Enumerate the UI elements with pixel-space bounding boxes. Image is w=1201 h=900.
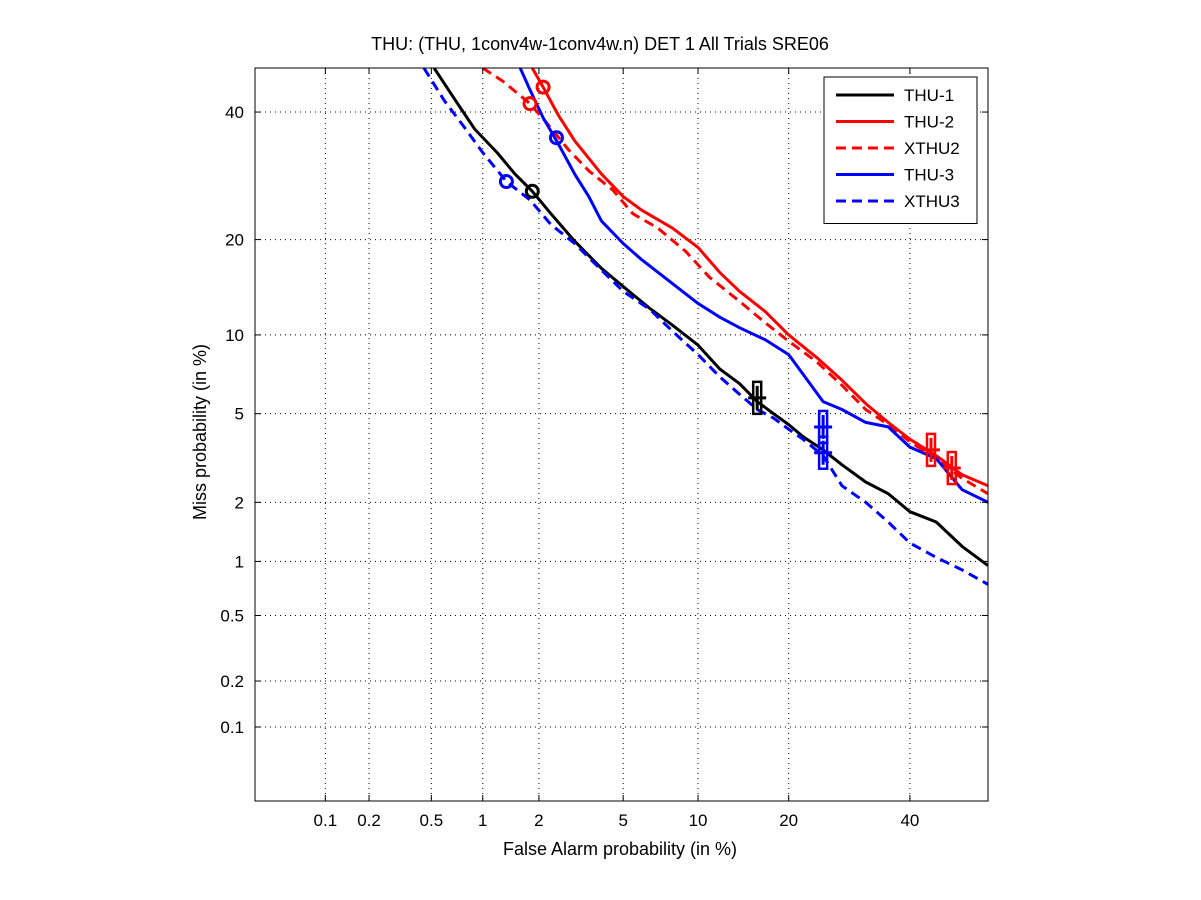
x-tick-label: 10 [689,811,708,830]
legend-label-thu-3: THU-3 [904,166,954,185]
y-tick-label: 2 [235,493,244,512]
y-tick-label: 10 [225,326,244,345]
legend-box [823,76,978,224]
x-axis-label: False Alarm probability (in %) [503,839,737,859]
legend-label-xthu2: XTHU2 [904,139,960,158]
legend-label-xthu3: XTHU3 [904,192,960,211]
legend: THU-1 THU-2 XTHU2 THU-3 XTHU3 [823,76,978,224]
y-axis-label: Miss probability (in %) [190,344,210,520]
x-tick-label: 0.2 [357,811,381,830]
chart-title: THU: (THU, 1conv4w-1conv4w.n) DET 1 All … [371,34,829,54]
series-xthu3-line [422,68,988,586]
legend-label-thu-2: THU-2 [904,113,954,132]
marker-thu-3-circle [548,130,564,146]
y-tick-label: 5 [235,405,244,424]
y-tick-label: 20 [225,231,244,250]
marker-thu-1-cross [748,380,767,416]
marker-xthu3-cross [814,435,833,470]
marker-xthu2-circle [522,96,538,112]
x-tick-label: 1 [478,811,487,830]
series-thu-1-line [432,68,988,567]
y-tick-label: 0.1 [220,718,244,737]
x-tick-label: 20 [779,811,798,830]
marker-thu-2-circle [535,79,551,95]
x-tick-label: 40 [900,811,919,830]
x-tick-label: 5 [618,811,627,830]
x-tick-label: 0.1 [314,811,338,830]
y-tick-label: 0.5 [220,606,244,625]
marker-thu-1-circle [524,183,540,199]
y-tick-label: 1 [235,552,244,571]
marker-thu-2-cross [942,450,961,486]
marker-xthu3-circle [498,174,514,190]
y-tick-label: 0.2 [220,672,244,691]
series-layer [422,68,988,586]
x-axis-ticks: 0.1 0.2 0.5 1 2 5 10 20 40 [314,68,919,830]
legend-label-thu-1: THU-1 [904,86,954,105]
y-tick-label: 40 [225,103,244,122]
y-axis-ticks: 0.1 0.2 0.5 1 2 5 10 20 40 [220,103,988,737]
x-tick-label: 2 [534,811,543,830]
x-tick-label: 0.5 [420,811,444,830]
marker-layer [498,79,961,486]
marker-xthu2-cross [921,432,940,468]
series-xthu2-line [481,68,988,495]
plot-frame [254,67,989,802]
series-thu-3-line [518,68,988,504]
series-thu-2-line [530,68,988,488]
